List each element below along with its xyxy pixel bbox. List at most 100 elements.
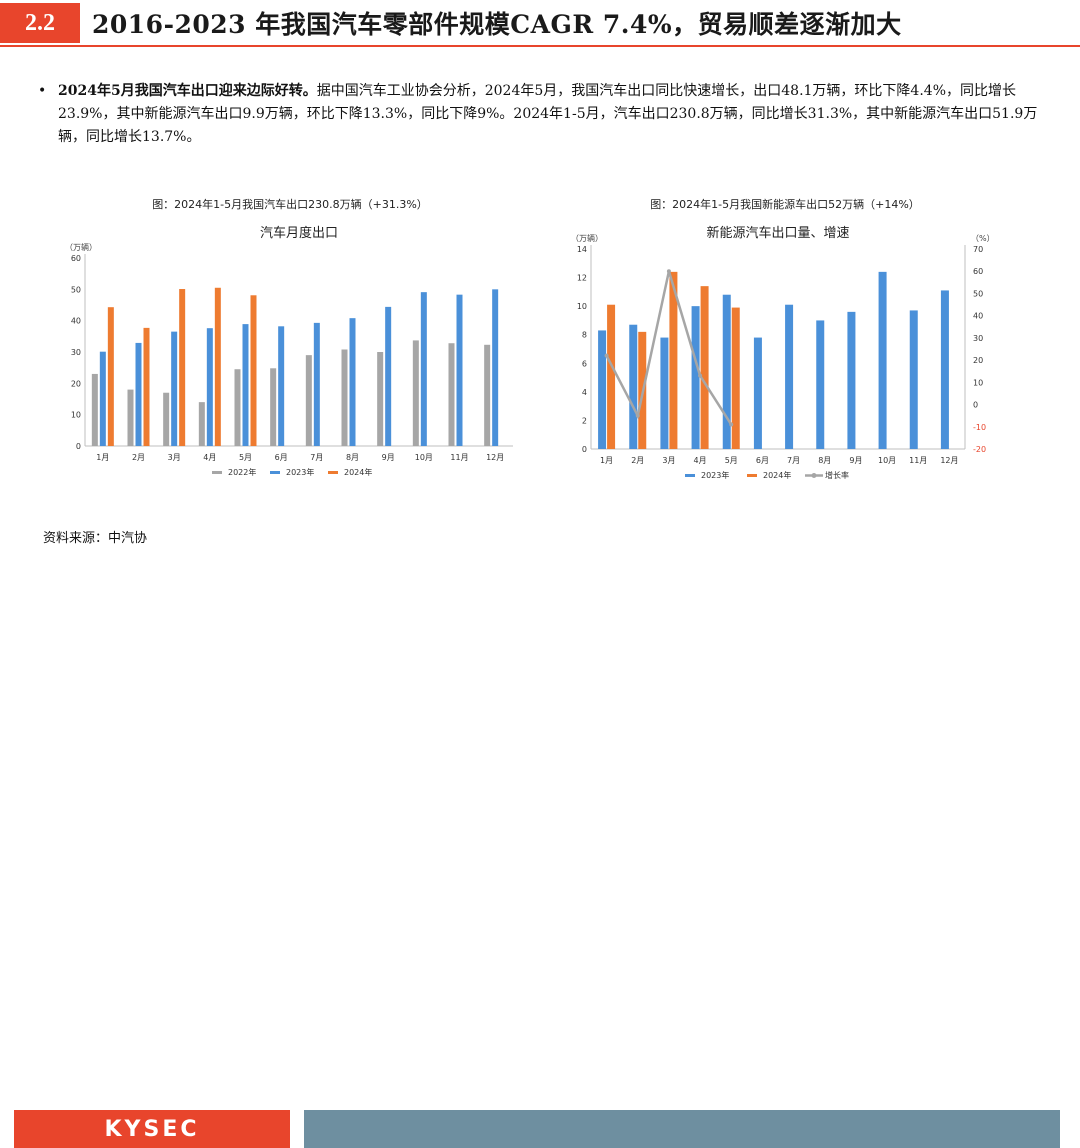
y-axis-label: （万辆）: [571, 233, 603, 243]
x-tick-label: 5月: [239, 453, 252, 462]
bar-2022年-2月: [127, 389, 134, 446]
legend-label-增长率: 增长率: [825, 470, 849, 480]
y-axis-label: （万辆）: [65, 242, 97, 252]
header-rule: [0, 45, 1080, 47]
bar-2022年-5月: [234, 369, 241, 446]
footer-bar: [304, 1110, 1060, 1148]
x-tick-label: 10月: [878, 456, 896, 465]
x-tick-label: 11月: [450, 453, 468, 462]
bar-2023年-11月: [909, 310, 918, 449]
legend-label-2023年: 2023年: [701, 470, 729, 480]
y-tick-label: 8: [582, 331, 587, 340]
x-tick-label: 4月: [203, 453, 216, 462]
bar-2024年-3月: [669, 271, 678, 449]
y2-axis-label: （%）: [971, 234, 995, 243]
x-tick-label: 3月: [662, 456, 675, 465]
growth-rate-point-5月: [729, 422, 734, 427]
bar-2023年-1月: [598, 330, 607, 449]
bullet-body: 据中国汽车工业协会分析，2024年5月，我国汽车出口同比快速增长，出口48.1万…: [58, 83, 1038, 145]
y2-tick-label: 0: [973, 401, 978, 410]
chart-vehicle-exports: 图：2024年1-5月我国汽车出口230.8万辆（+31.3%） 汽车月度出口 （万…: [55, 190, 525, 490]
bar-2023年-4月: [691, 306, 700, 449]
y2-tick-label: 20: [973, 356, 983, 365]
x-tick-label: 12月: [940, 456, 958, 465]
bar-2023年-10月: [878, 271, 887, 449]
bar-2024年-4月: [214, 287, 221, 446]
y2-tick-label: 50: [973, 289, 983, 298]
bar-2023年-5月: [722, 294, 731, 449]
y-tick-label: 10: [577, 302, 587, 311]
kysec-logo: KYSEC: [14, 1110, 290, 1148]
bar-2023年-9月: [385, 306, 392, 446]
legend-label-2024年: 2024年: [763, 470, 791, 480]
bullet-text-block: 2024年5月我国汽车出口迎来边际好转。据中国汽车工业协会分析，2024年5月，…: [58, 80, 1063, 149]
bar-2023年-7月: [313, 322, 320, 446]
x-tick-label: 11月: [909, 456, 927, 465]
y-tick-label: 0: [76, 442, 81, 451]
legend-swatch-2022年: [212, 471, 222, 474]
y-tick-label: 10: [71, 411, 81, 420]
y2-tick-label: 60: [973, 267, 983, 276]
y-tick-label: 40: [71, 317, 81, 326]
bar-2022年-3月: [163, 392, 170, 446]
y-tick-label: 14: [577, 245, 587, 254]
bar-2023年-6月: [278, 326, 285, 446]
bar-2022年-4月: [198, 402, 205, 446]
x-tick-label: 12月: [486, 453, 504, 462]
y-tick-label: 60: [71, 254, 81, 263]
source-note: 资料来源：中汽协: [43, 531, 148, 546]
bar-2024年-5月: [731, 307, 740, 449]
legend-swatch-2023年: [270, 471, 280, 474]
x-tick-label: 9月: [382, 453, 395, 462]
bar-2023年-12月: [492, 289, 499, 446]
x-tick-label: 7月: [787, 456, 800, 465]
legend-marker-增长率: [811, 473, 817, 478]
y2-tick-label: 70: [973, 245, 983, 254]
growth-rate-point-1月: [604, 353, 609, 358]
bar-2022年-7月: [305, 355, 312, 446]
bar-2023年-3月: [171, 331, 178, 446]
bullet-paragraph: • 2024年5月我国汽车出口迎来边际好转。据中国汽车工业协会分析，2024年5…: [38, 80, 1063, 149]
x-tick-label: 2月: [631, 456, 644, 465]
x-tick-label: 1月: [96, 453, 109, 462]
bar-2024年-4月: [700, 286, 709, 449]
x-tick-label: 5月: [725, 456, 738, 465]
bar-2024年-5月: [250, 295, 257, 446]
growth-rate-point-2月: [635, 413, 640, 418]
y-tick-label: 4: [582, 388, 587, 397]
bar-2022年-6月: [270, 368, 277, 446]
bar-2023年-4月: [206, 328, 213, 446]
bullet-icon: •: [38, 83, 47, 99]
x-tick-label: 3月: [168, 453, 181, 462]
bar-2023年-2月: [135, 342, 142, 446]
legend-swatch-2023年: [685, 474, 695, 477]
legend-label-2024年: 2024年: [344, 467, 372, 477]
section-number: 2.2: [0, 3, 80, 43]
x-tick-label: 4月: [694, 456, 707, 465]
y-tick-label: 20: [71, 379, 81, 388]
bar-2023年-6月: [753, 337, 762, 449]
bar-2023年-9月: [847, 311, 856, 449]
legend-swatch-2024年: [747, 474, 757, 477]
x-tick-label: 7月: [310, 453, 323, 462]
bar-2024年-1月: [607, 304, 616, 449]
chart-caption: 图：2024年1-5月我国新能源车出口52万辆（+14%）: [650, 197, 920, 211]
chart-title: 汽车月度出口: [260, 225, 338, 241]
bar-2022年-1月: [91, 373, 98, 446]
y2-tick-label: 40: [973, 312, 983, 321]
x-tick-label: 6月: [756, 456, 769, 465]
chart-caption: 图：2024年1-5月我国汽车出口230.8万辆（+31.3%）: [152, 197, 428, 211]
bar-2022年-10月: [412, 340, 419, 446]
growth-rate-point-3月: [666, 269, 671, 274]
legend-swatch-2024年: [328, 471, 338, 474]
bar-2023年-7月: [785, 304, 794, 449]
bar-2023年-2月: [629, 324, 638, 449]
y-tick-label: 6: [582, 359, 587, 368]
y-tick-label: 2: [582, 416, 587, 425]
bar-2022年-8月: [341, 349, 348, 446]
y-tick-label: 12: [577, 274, 587, 283]
y2-tick-label: 10: [973, 378, 983, 387]
bar-2023年-12月: [940, 290, 949, 449]
x-tick-label: 8月: [818, 456, 831, 465]
x-tick-label: 9月: [849, 456, 862, 465]
